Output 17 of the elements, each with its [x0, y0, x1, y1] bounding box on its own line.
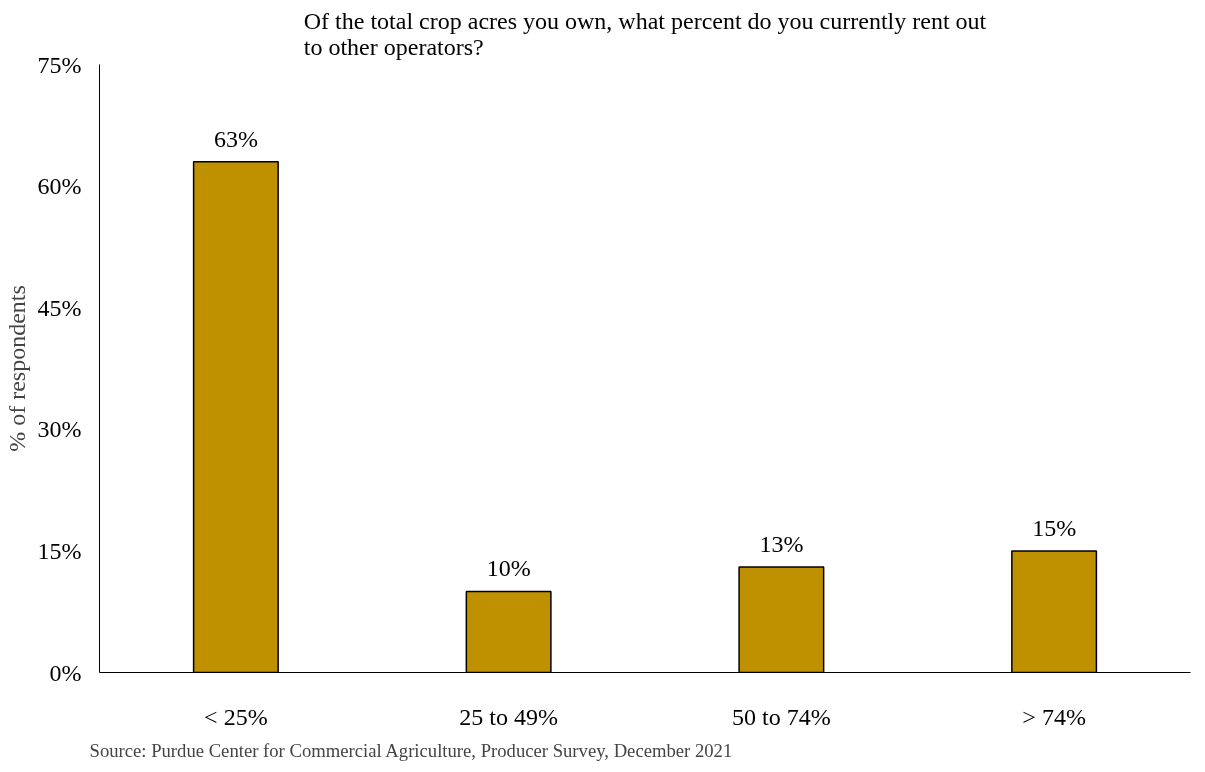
data-label: 15% [1032, 514, 1077, 541]
x-tick-label: > 74% [1022, 703, 1086, 730]
x-tick-label: 50 to 74% [732, 703, 831, 730]
y-tick-label: 15% [37, 537, 82, 564]
chart-title: Of the total crop acres you own, what percent do you currently rent out to other operators? [303, 7, 987, 60]
x-tick-label: 25 to 49% [459, 703, 558, 730]
y-tick-label: 45% [37, 294, 82, 321]
x-tick-label: < 25% [204, 703, 268, 730]
y-tick-label: 0% [49, 659, 82, 686]
y-tick-label: 30% [37, 416, 82, 443]
y-axis-title: % of respondents [3, 285, 30, 452]
y-tick-label: 60% [37, 173, 82, 200]
data-label: 10% [486, 555, 531, 582]
data-label: 63% [213, 125, 258, 152]
y-tick-label: 75% [37, 51, 82, 78]
data-label: 13% [759, 531, 804, 558]
source-note: Source: Purdue Center for Commercial Agriculture, Producer Survey, December 2021 [89, 739, 733, 761]
